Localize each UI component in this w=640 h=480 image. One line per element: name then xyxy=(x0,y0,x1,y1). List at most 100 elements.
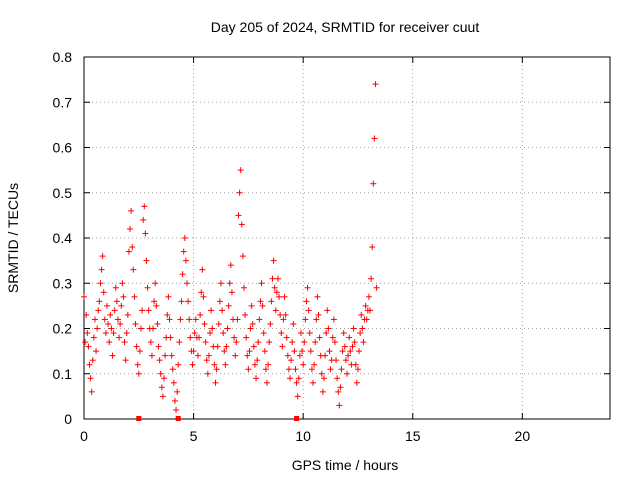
data-point xyxy=(339,348,346,355)
data-point xyxy=(326,348,333,355)
data-point xyxy=(291,348,298,355)
data-point xyxy=(113,298,120,305)
data-point xyxy=(139,307,146,314)
data-point xyxy=(141,203,148,210)
data-point xyxy=(225,302,232,309)
data-point xyxy=(273,289,280,296)
data-point xyxy=(250,343,257,350)
data-point xyxy=(125,248,132,255)
data-point xyxy=(176,339,183,346)
data-point xyxy=(335,388,342,395)
data-point xyxy=(303,298,310,305)
data-point xyxy=(217,280,224,287)
data-point xyxy=(189,361,196,368)
data-point xyxy=(249,320,256,327)
data-point xyxy=(136,348,143,355)
data-point xyxy=(184,280,191,287)
data-point xyxy=(199,266,206,273)
data-point xyxy=(365,293,372,300)
data-point xyxy=(99,253,106,260)
data-point xyxy=(221,348,228,355)
data-point xyxy=(160,375,167,382)
data-point xyxy=(359,325,366,332)
data-point xyxy=(226,280,233,287)
plot-frame xyxy=(83,56,611,420)
x-tick-label: 0 xyxy=(80,428,88,444)
data-point xyxy=(186,316,193,323)
data-point xyxy=(310,379,317,386)
data-point xyxy=(165,293,172,300)
data-point xyxy=(207,330,214,337)
data-point xyxy=(280,316,287,323)
data-point xyxy=(202,339,209,346)
data-point xyxy=(106,339,113,346)
y-tick-label: 0.4 xyxy=(53,230,73,246)
data-point xyxy=(311,361,318,368)
data-point xyxy=(107,311,114,318)
data-point xyxy=(191,330,198,337)
data-point xyxy=(294,393,301,400)
data-point xyxy=(222,361,229,368)
data-point xyxy=(231,334,238,341)
data-point xyxy=(279,343,286,350)
axis-marker xyxy=(294,416,300,421)
data-point xyxy=(156,357,163,364)
data-point xyxy=(171,397,178,404)
data-point xyxy=(269,275,276,282)
data-point xyxy=(155,343,162,350)
data-point xyxy=(153,302,160,309)
data-point xyxy=(212,379,219,386)
axis-marker xyxy=(175,416,181,421)
data-point xyxy=(236,189,243,196)
data-point xyxy=(296,352,303,359)
data-point xyxy=(347,348,354,355)
data-point xyxy=(370,180,377,187)
data-point xyxy=(277,311,284,318)
data-point xyxy=(285,366,292,373)
x-tick-label: 10 xyxy=(295,428,311,444)
data-point xyxy=(246,348,253,355)
data-point xyxy=(181,235,188,241)
data-point xyxy=(196,334,203,341)
data-point xyxy=(330,316,337,323)
data-point xyxy=(91,316,98,323)
data-point xyxy=(244,352,251,359)
chart-title: Day 205 of 2024, SRMTID for receiver cuu… xyxy=(211,19,480,35)
x-axis-label: GPS time / hours xyxy=(292,457,399,473)
data-point xyxy=(327,366,334,373)
data-point xyxy=(282,311,289,318)
data-point xyxy=(266,339,273,346)
data-point xyxy=(168,352,175,359)
data-point xyxy=(325,325,332,332)
data-point xyxy=(284,352,291,359)
data-point xyxy=(104,302,111,309)
data-point xyxy=(182,257,189,264)
data-point xyxy=(278,330,285,337)
data-point xyxy=(349,343,356,350)
data-point xyxy=(334,375,341,382)
data-point xyxy=(320,375,327,382)
data-point xyxy=(124,311,131,318)
data-point xyxy=(111,307,118,314)
data-point xyxy=(95,307,102,314)
data-point xyxy=(258,280,265,287)
data-point xyxy=(274,275,281,282)
data-point xyxy=(219,307,226,314)
data-point xyxy=(205,352,212,359)
data-point xyxy=(203,357,210,364)
data-point xyxy=(331,339,338,346)
data-point xyxy=(83,311,90,318)
data-point xyxy=(214,343,221,350)
data-point xyxy=(194,352,201,359)
data-point xyxy=(85,343,92,350)
data-point xyxy=(144,284,151,291)
data-point xyxy=(223,343,230,350)
data-point xyxy=(169,366,176,373)
data-point xyxy=(271,284,278,291)
data-point xyxy=(368,275,375,282)
data-point xyxy=(295,375,302,382)
data-point xyxy=(224,325,231,332)
data-point xyxy=(281,293,288,300)
data-point xyxy=(240,284,247,291)
